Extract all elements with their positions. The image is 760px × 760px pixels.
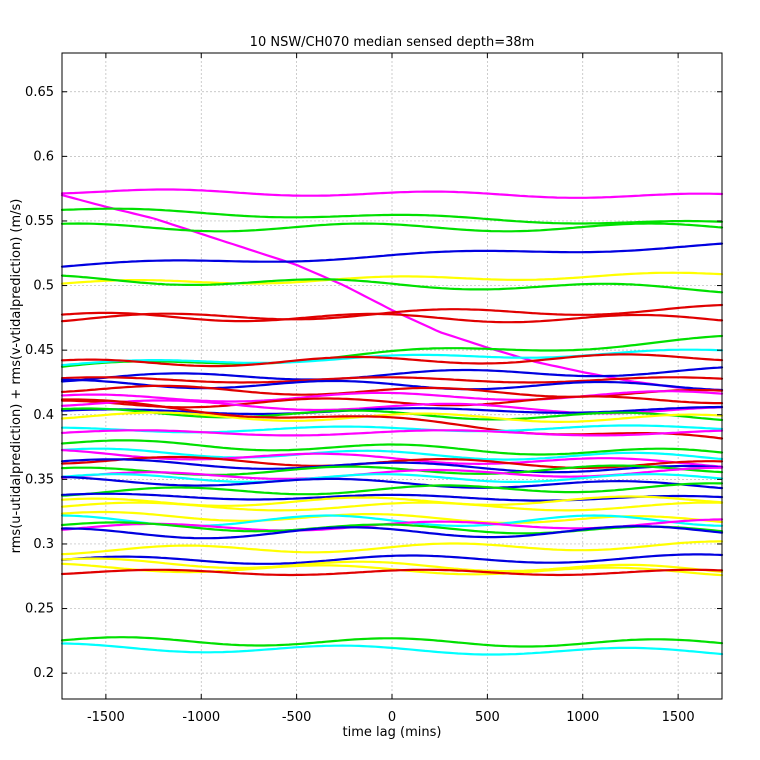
series-line-6 [60,271,724,285]
series-group [60,188,724,656]
y-axis-label: rms(u-utidalprediction) + rms(v-vtidalpr… [9,199,24,554]
y-tick-label: 0.55 [25,214,54,229]
plot-frame [61,52,723,700]
x-axis-label: time lag (mins) [343,725,442,740]
series-line-7 [60,274,724,294]
series-line-29 [60,455,724,469]
x-tick-label: 0 [388,710,396,725]
series-line-34 [60,475,724,490]
x-tick-label: 1000 [566,710,599,725]
series-line-17 [60,390,724,403]
x-tick-label: -1000 [182,710,220,725]
y-tick-label: 0.3 [33,537,54,552]
series-line-46 [60,557,724,573]
y-tick-label: 0.2 [33,666,54,681]
series-line-33 [60,473,724,483]
y-tick-label: 0.4 [33,408,54,423]
y-tick-label: 0.5 [33,279,54,294]
series-line-48 [60,568,724,577]
series-line-50 [60,642,724,656]
series-line-22 [60,411,724,423]
series-line-36 [60,492,724,502]
series-line-49 [60,636,724,648]
series-line-43 [60,525,724,540]
series-line-10 [60,334,724,368]
series-line-27 [60,447,724,461]
axes-ticks: -1500 -1000 -500 0 500 1000 1500 0.2 0.25 0.3 0.35… [25,53,722,725]
series-line-9 [60,311,724,324]
series-line-14 [60,376,724,384]
series-line-5 [60,242,724,268]
series-line-2 [60,194,724,392]
series-line-15 [60,378,724,392]
series-line-13 [60,366,724,383]
y-tick-label: 0.6 [33,149,54,164]
series-line-24 [60,424,724,434]
series-line-35 [60,482,724,497]
series-line-3 [60,207,724,225]
series-line-44 [60,540,724,556]
series-line-4 [60,222,724,233]
series-line-38 [60,501,724,512]
y-tick-label: 0.45 [25,343,54,358]
series-line-28 [60,449,724,468]
y-tick-label: 0.65 [25,85,54,100]
series-line-26 [60,439,724,456]
series-line-16 [60,384,724,398]
series-line-21 [60,407,724,422]
series-line-8 [60,303,724,323]
x-tick-label: -500 [282,710,312,725]
series-line-25 [60,429,724,437]
series-line-42 [60,521,724,535]
series-line-20 [60,405,724,416]
series-line-11 [60,348,724,367]
series-line-30 [60,458,724,474]
x-tick-label: -1500 [87,710,125,725]
series-line-45 [60,553,724,565]
x-tick-label: 500 [475,710,500,725]
x-tick-label: 1500 [662,710,695,725]
y-tick-label: 0.25 [25,602,54,617]
series-line-47 [60,562,724,577]
series-line-12 [60,353,724,368]
chart-title: 10 NSW/CH070 median sensed depth=38m [250,35,535,50]
y-tick-label: 0.35 [25,472,54,487]
series-line-23 [60,398,724,440]
series-line-1 [60,188,724,199]
